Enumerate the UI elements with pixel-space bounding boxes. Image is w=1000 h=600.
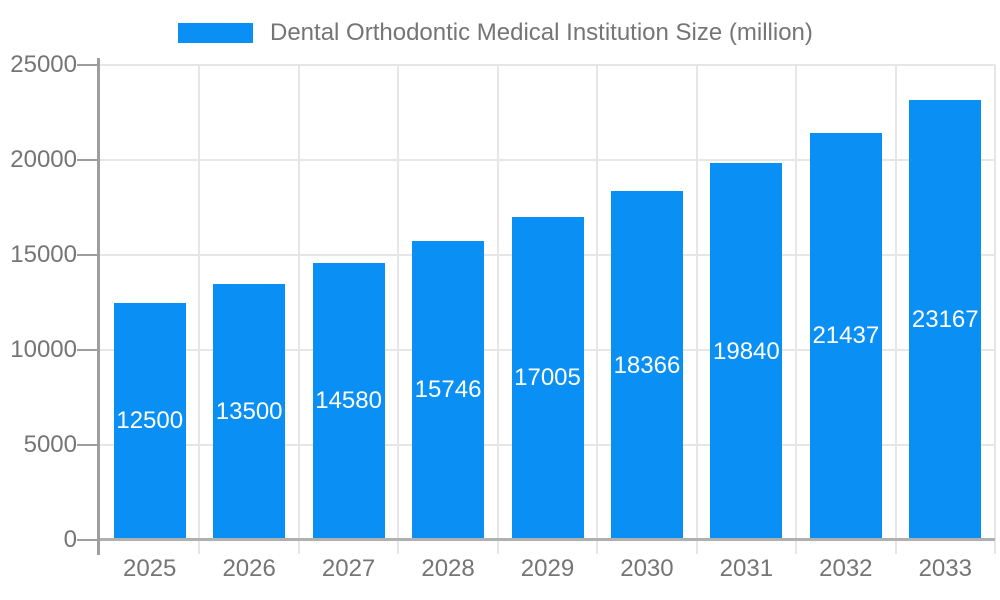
bar-2028[interactable] <box>412 240 485 540</box>
x-axis-label: 2027 <box>321 555 376 582</box>
gridline-horizontal <box>100 159 995 161</box>
y-axis-label: 0 <box>63 526 77 553</box>
bar-2029[interactable] <box>511 216 584 540</box>
bar-value-label: 23167 <box>911 305 979 333</box>
gridline-vertical <box>198 65 201 554</box>
y-axis-tick <box>77 349 97 351</box>
x-axis-label: 2028 <box>421 555 475 582</box>
gridline-vertical <box>994 65 996 554</box>
bar-value-label: 21437 <box>812 322 880 350</box>
gridline-vertical <box>397 65 400 554</box>
bar-2031[interactable] <box>710 163 783 540</box>
bar-value-label: 17005 <box>514 364 581 392</box>
legend-label: Dental Orthodontic Medical Institution S… <box>270 19 813 46</box>
bar-2032[interactable] <box>809 132 882 540</box>
x-axis-label: 2032 <box>819 555 873 582</box>
y-axis-tick <box>77 444 97 446</box>
gridline-vertical <box>894 65 897 554</box>
x-axis-label: 2033 <box>918 555 972 582</box>
x-axis-label: 2025 <box>123 555 177 582</box>
bar-value-label: 18366 <box>613 351 681 379</box>
y-axis-tick <box>77 159 97 161</box>
bar-value-label: 19840 <box>713 337 780 365</box>
y-axis-tick <box>77 64 97 66</box>
bar-2033[interactable] <box>909 99 982 540</box>
y-axis-label: 25000 <box>10 51 77 78</box>
y-axis-label: 5000 <box>23 431 77 458</box>
gridline-vertical <box>496 65 499 554</box>
x-axis-line <box>100 538 995 541</box>
gridline-horizontal <box>100 64 995 66</box>
y-axis-label: 20000 <box>10 146 77 173</box>
bar-value-label: 15746 <box>414 376 482 404</box>
x-axis-label: 2031 <box>719 555 774 582</box>
bar-value-label: 13500 <box>215 397 283 425</box>
x-axis-label: 2030 <box>620 555 674 582</box>
x-axis-label: 2029 <box>520 555 575 582</box>
gridline-vertical <box>795 65 798 554</box>
x-axis-label: 2026 <box>222 555 276 582</box>
y-axis-tick <box>77 254 97 256</box>
bar-2026[interactable] <box>213 283 286 540</box>
gridline-vertical <box>596 65 599 554</box>
y-axis-tick <box>77 539 97 541</box>
y-axis-label: 15000 <box>10 241 77 268</box>
y-axis-line <box>97 58 100 555</box>
gridline-vertical <box>297 65 300 554</box>
gridline-vertical <box>695 65 698 554</box>
y-axis-label: 10000 <box>10 336 77 363</box>
bar-value-label: 14580 <box>315 387 382 415</box>
bar-value-label: 12500 <box>116 407 184 435</box>
chart-legend[interactable]: Dental Orthodontic Medical Institution S… <box>0 0 1000 50</box>
bar-2027[interactable] <box>312 262 385 540</box>
bar-2030[interactable] <box>610 191 683 540</box>
legend-swatch <box>178 23 253 43</box>
bar-2025[interactable] <box>113 302 186 540</box>
